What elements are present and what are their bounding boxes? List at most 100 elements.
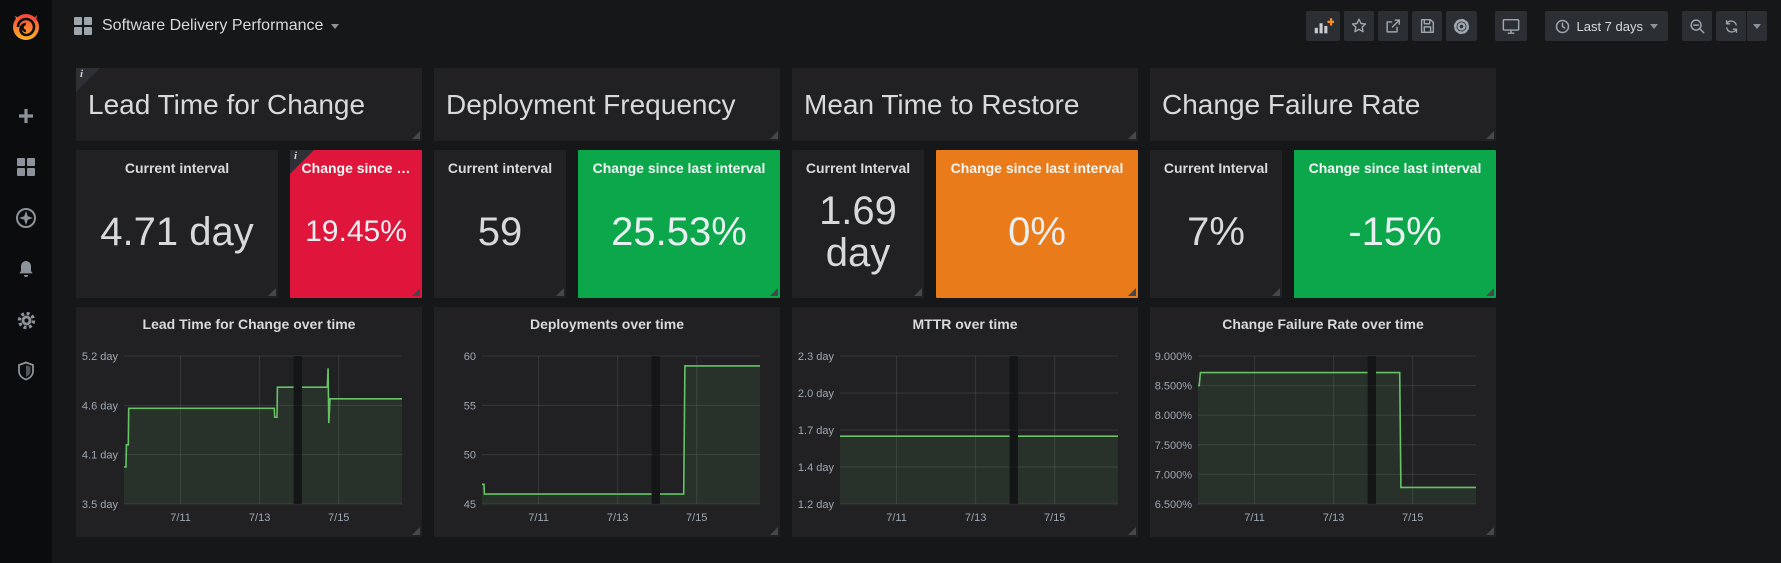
stat-panel-current-interval[interactable]: Current interval 4.71 day [76, 150, 278, 298]
stat-value: -15% [1348, 210, 1442, 254]
panel-resize-handle[interactable] [914, 288, 922, 296]
shield-icon [18, 361, 34, 381]
chart-panel-deployments[interactable]: Deployments over time 60 55 50 45 7/11 7/13 7/… [434, 307, 780, 537]
dashboard-settings-button[interactable] [1445, 11, 1477, 41]
stat-value: 1.69 day [819, 189, 897, 275]
header-panel-cfr[interactable]: Change Failure Rate [1150, 68, 1496, 141]
stat-panel-change-since[interactable]: i Change since … 19.45% [290, 150, 422, 298]
header-panel-mttr[interactable]: Mean Time to Restore [792, 68, 1138, 141]
four-squares-icon [17, 158, 35, 176]
svg-text:7/15: 7/15 [328, 512, 349, 524]
sidebar-item-configuration[interactable] [14, 308, 38, 332]
stat-title: Change since last interval [1308, 160, 1482, 176]
svg-text:7/11: 7/11 [170, 512, 191, 524]
chart-panel-mttr[interactable]: MTTR over time 2.3 day 2.0 day 1.7 day 1.4 … [792, 307, 1138, 537]
panel-info-corner[interactable]: i [76, 68, 100, 92]
svg-text:45: 45 [464, 499, 476, 511]
zoom-out-time-button[interactable] [1682, 11, 1712, 41]
sidebar-item-dashboards[interactable] [14, 155, 38, 179]
time-series-chart[interactable]: 9.000% 8.500% 8.000% 7.500% 7.000% 6.500% 7/11… [1150, 307, 1496, 537]
sidebar-item-explore[interactable] [14, 206, 38, 230]
svg-text:7.500%: 7.500% [1155, 440, 1193, 452]
panel-resize-handle[interactable] [412, 131, 420, 139]
panel-resize-handle[interactable] [1128, 131, 1136, 139]
dashboard-title-button[interactable]: Software Delivery Performance [102, 17, 340, 35]
svg-text:7/11: 7/11 [528, 512, 549, 524]
panel-resize-handle[interactable] [412, 527, 420, 535]
panel-resize-handle[interactable] [1128, 288, 1136, 296]
panel-resize-handle[interactable] [770, 288, 778, 296]
dashboard-canvas: i Lead Time for Change Current interval … [52, 52, 1496, 537]
stat-title: Current interval [447, 160, 553, 176]
stat-panel-change-since[interactable]: Change since last interval 25.53% [578, 150, 780, 298]
time-series-chart[interactable]: 2.3 day 2.0 day 1.7 day 1.4 day 1.2 day 7/11 7… [792, 307, 1138, 537]
stat-value: 25.53% [611, 210, 747, 254]
panel-resize-handle[interactable] [770, 527, 778, 535]
bell-icon [19, 261, 33, 277]
refresh-button[interactable] [1716, 11, 1746, 41]
top-navbar: Software Delivery Performance [52, 0, 1781, 52]
sidebar-item-alerting[interactable] [14, 257, 38, 281]
star-icon [1351, 18, 1366, 33]
svg-text:7/13: 7/13 [249, 512, 270, 524]
svg-text:7/11: 7/11 [886, 512, 907, 524]
monitor-icon [1502, 18, 1519, 34]
stat-panel-change-since[interactable]: Change since last interval -15% [1294, 150, 1496, 298]
time-series-chart[interactable]: 60 55 50 45 7/11 7/13 7/15 [434, 307, 780, 537]
gear-icon [1453, 18, 1469, 34]
stat-panel-change-since[interactable]: Change since last interval 0% [936, 150, 1138, 298]
panel-info-corner[interactable]: i [290, 150, 314, 174]
add-panel-button[interactable] [1305, 11, 1340, 41]
svg-text:1.7 day: 1.7 day [798, 425, 835, 437]
dashboard-grid-icon [74, 17, 92, 35]
grafana-flame-icon [13, 14, 39, 40]
caret-down-icon [1753, 23, 1761, 29]
metric-header: Deployment Frequency [446, 88, 736, 120]
svg-text:4.1 day: 4.1 day [82, 450, 119, 462]
panel-resize-handle[interactable] [268, 288, 276, 296]
svg-text:1.2 day: 1.2 day [798, 499, 835, 511]
panel-resize-handle[interactable] [1486, 288, 1494, 296]
sidebar-item-server-admin[interactable] [14, 359, 38, 383]
header-panel-deploy-freq[interactable]: Deployment Frequency [434, 68, 780, 141]
time-series-chart[interactable]: 5.2 day 4.6 day 4.1 day 3.5 day 7/11 7/13 7/15 [76, 307, 422, 537]
svg-text:7/15: 7/15 [686, 512, 707, 524]
panel-resize-handle[interactable] [770, 131, 778, 139]
panel-resize-handle[interactable] [1486, 131, 1494, 139]
stat-value: 59 [477, 210, 523, 254]
caret-down-icon [331, 23, 340, 29]
svg-text:9.000%: 9.000% [1155, 351, 1193, 363]
plus-icon [19, 109, 33, 123]
grafana-logo[interactable] [0, 0, 52, 52]
stat-panel-current-interval[interactable]: Current interval 59 [434, 150, 566, 298]
chart-title: MTTR over time [912, 316, 1018, 332]
panel-resize-handle[interactable] [1128, 527, 1136, 535]
kiosk-mode-button[interactable] [1494, 11, 1527, 41]
refresh-interval-dropdown[interactable] [1747, 11, 1767, 41]
svg-text:5.2 day: 5.2 day [82, 351, 119, 363]
save-dashboard-button[interactable] [1411, 11, 1442, 41]
panel-resize-handle[interactable] [412, 288, 420, 296]
panel-resize-handle[interactable] [1272, 288, 1280, 296]
stat-panel-current-interval[interactable]: Current Interval 7% [1150, 150, 1282, 298]
metric-header: Mean Time to Restore [804, 88, 1080, 120]
header-panel-lead-time[interactable]: i Lead Time for Change [76, 68, 422, 141]
share-dashboard-button[interactable] [1377, 11, 1408, 41]
metric-column-mttr: Mean Time to Restore Current Interval 1.… [792, 68, 1138, 537]
time-range-picker[interactable]: Last 7 days [1544, 11, 1668, 41]
chart-panel-cfr[interactable]: Change Failure Rate over time 9.000% 8.50… [1150, 307, 1496, 537]
chart-title: Change Failure Rate over time [1222, 316, 1424, 332]
star-dashboard-button[interactable] [1343, 11, 1374, 41]
svg-text:2.3 day: 2.3 day [798, 351, 835, 363]
compass-icon [16, 208, 36, 228]
clock-icon [1555, 19, 1569, 33]
stat-title: Current interval [124, 160, 230, 176]
chart-panel-lead-time[interactable]: Lead Time for Change over time 5.2 day 4.… [76, 307, 422, 537]
share-icon [1385, 19, 1400, 33]
panel-resize-handle[interactable] [1486, 527, 1494, 535]
svg-text:3.5 day: 3.5 day [82, 499, 119, 511]
sidebar-item-create[interactable] [14, 104, 38, 128]
stat-panel-current-interval[interactable]: Current Interval 1.69 day [792, 150, 924, 298]
panel-resize-handle[interactable] [556, 288, 564, 296]
chart-title: Lead Time for Change over time [142, 316, 356, 332]
